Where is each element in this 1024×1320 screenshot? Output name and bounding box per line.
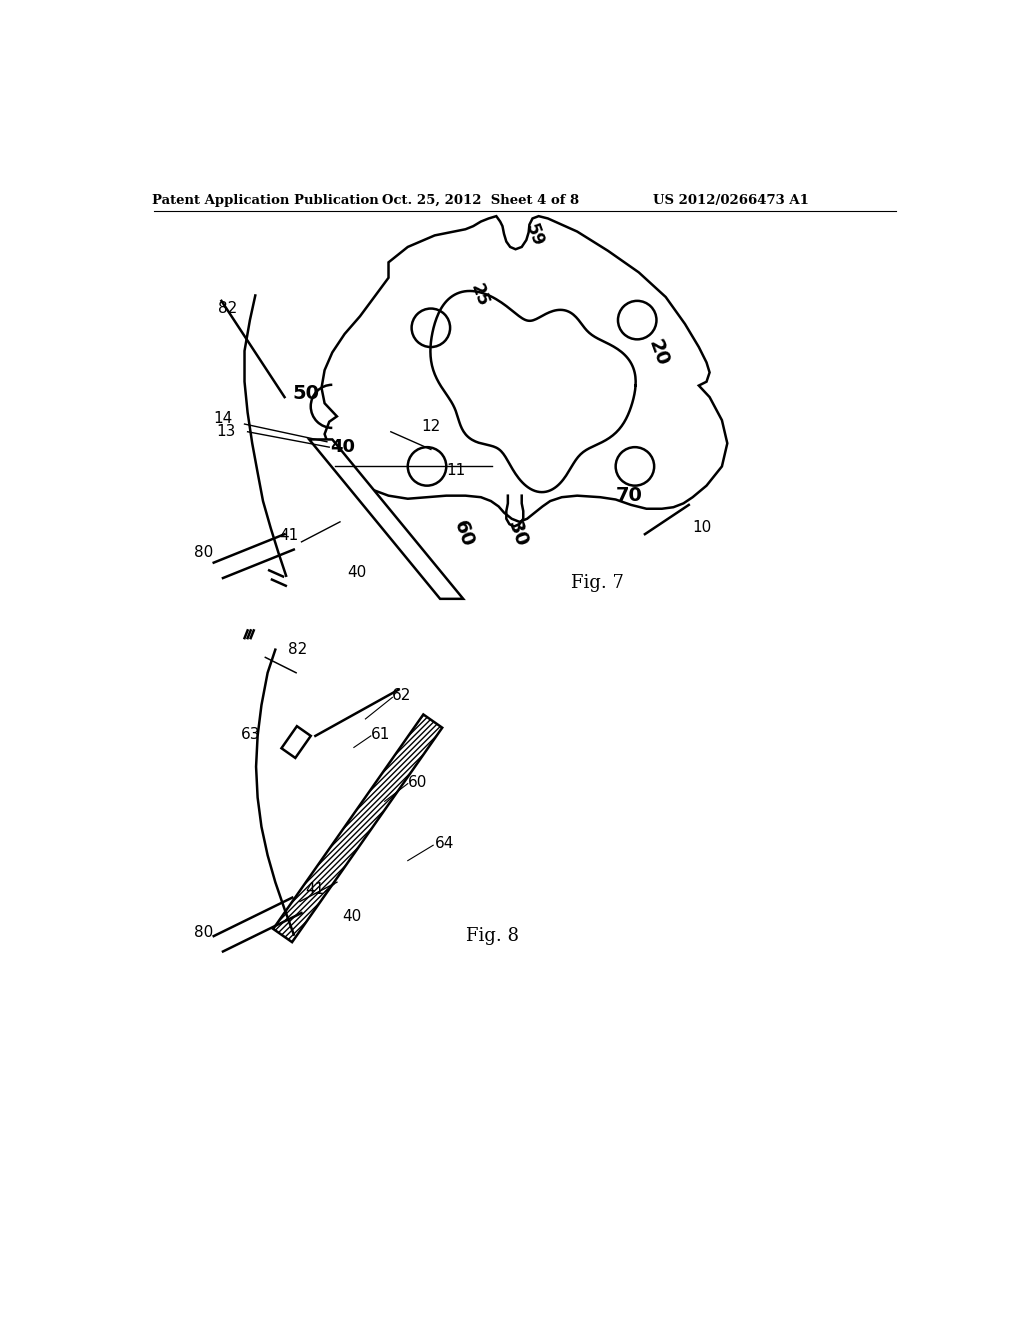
Text: Oct. 25, 2012  Sheet 4 of 8: Oct. 25, 2012 Sheet 4 of 8 — [382, 194, 580, 207]
Text: Fig. 8: Fig. 8 — [466, 927, 518, 945]
Text: 11: 11 — [446, 463, 466, 478]
Polygon shape — [273, 714, 442, 942]
Polygon shape — [282, 726, 310, 758]
Text: 10: 10 — [692, 520, 712, 536]
Text: 82: 82 — [289, 642, 307, 657]
Text: 64: 64 — [435, 836, 454, 851]
Text: 70: 70 — [616, 486, 643, 506]
Text: 40: 40 — [348, 565, 367, 581]
Text: Fig. 7: Fig. 7 — [571, 574, 624, 593]
Text: 41: 41 — [280, 528, 298, 544]
Text: 20: 20 — [644, 337, 672, 368]
Text: 62: 62 — [392, 688, 412, 704]
Text: 40: 40 — [342, 909, 361, 924]
Text: 80: 80 — [195, 925, 214, 940]
Text: 82: 82 — [217, 301, 237, 315]
Text: 40: 40 — [330, 438, 354, 457]
Text: 41: 41 — [305, 882, 325, 898]
Polygon shape — [309, 440, 463, 599]
Text: 60: 60 — [408, 775, 427, 789]
Text: 60: 60 — [451, 519, 477, 550]
Text: Patent Application Publication: Patent Application Publication — [152, 194, 379, 207]
Text: 80: 80 — [195, 545, 214, 560]
Text: 63: 63 — [241, 727, 260, 742]
Text: 13: 13 — [216, 424, 236, 440]
Text: 12: 12 — [422, 418, 441, 434]
Text: 25: 25 — [467, 281, 492, 309]
Text: 50: 50 — [293, 384, 319, 403]
Text: 30: 30 — [505, 519, 531, 550]
Text: 61: 61 — [371, 727, 390, 742]
Text: US 2012/0266473 A1: US 2012/0266473 A1 — [653, 194, 809, 207]
Text: 59: 59 — [521, 222, 547, 249]
Text: 14: 14 — [213, 411, 232, 426]
